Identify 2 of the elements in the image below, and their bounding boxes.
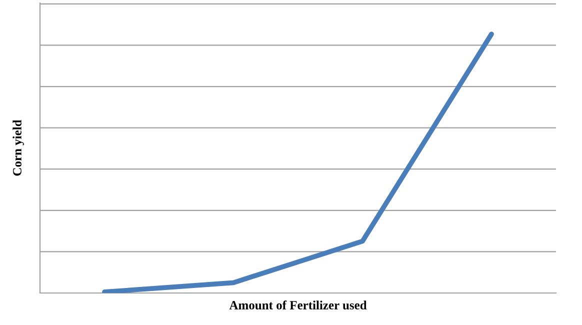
y-axis-title: Corn yield [12, 120, 24, 176]
x-axis-title: Amount of Fertilizer used [229, 300, 367, 310]
